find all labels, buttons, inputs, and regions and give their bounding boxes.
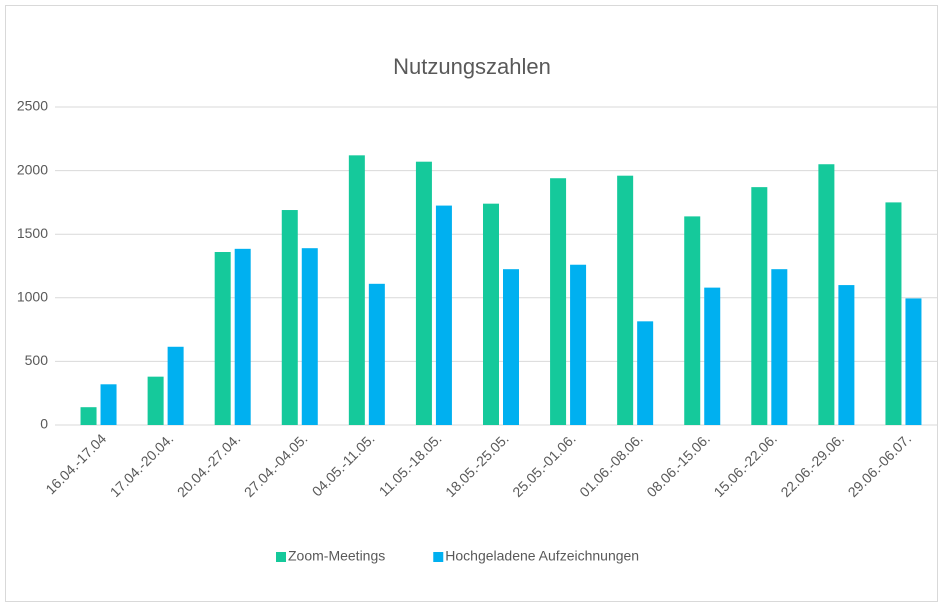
y-tick-label: 1000 [17,289,48,305]
bar [885,202,902,425]
bar [167,346,184,425]
y-tick-label: 2500 [17,98,48,114]
bar [550,178,567,425]
bar [838,285,855,425]
y-tick-label: 500 [25,352,49,368]
legend-label: Hochgeladene Aufzeichnungen [445,548,639,564]
y-tick-label: 1500 [17,225,48,241]
y-tick-label: 0 [40,416,48,432]
bar [100,384,117,425]
bar [214,252,231,425]
bar [905,298,922,425]
bar [234,248,251,425]
bar [751,187,768,425]
chart-title: Nutzungszahlen [393,54,551,79]
y-tick-label: 2000 [17,161,48,177]
chart-border [5,5,938,602]
bar [415,161,432,426]
bar [503,269,519,425]
bar [684,216,701,425]
legend-swatch [433,552,444,562]
bar [281,210,298,425]
legend-swatch [276,552,286,562]
bar [617,175,634,425]
bar [818,164,835,426]
bar [147,376,164,425]
legend-label: Zoom-Meetings [288,548,385,564]
bar [570,264,587,425]
bar [80,407,97,425]
bar [435,205,452,425]
bar [483,203,499,425]
bar [637,321,654,425]
bar [348,155,365,425]
bar [368,283,385,425]
bar [301,248,318,425]
bar [771,269,788,425]
bar [704,287,721,425]
